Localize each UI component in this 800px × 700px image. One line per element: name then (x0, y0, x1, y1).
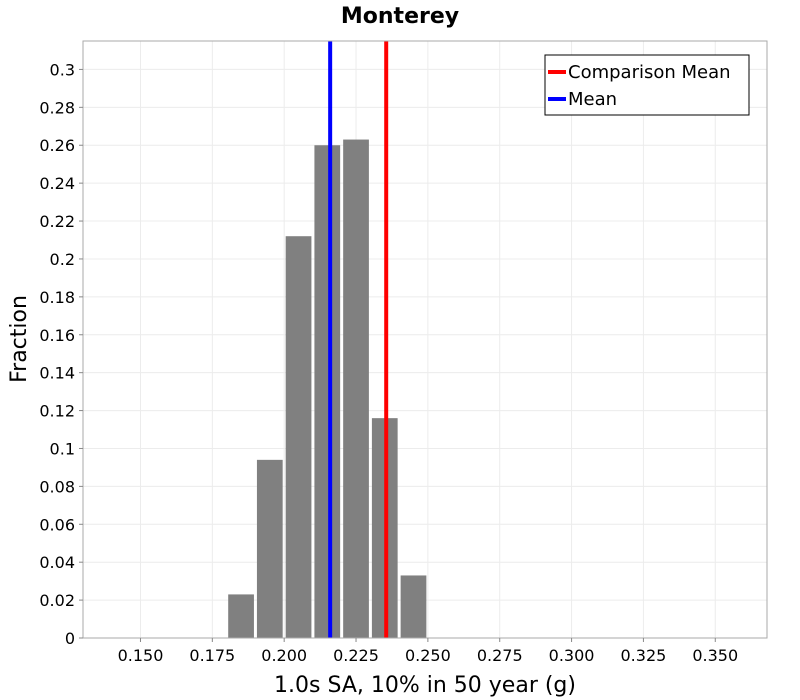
histogram-bar (285, 236, 312, 638)
y-tick-label: 0 (65, 629, 75, 648)
mean-lines (328, 41, 389, 638)
grid (83, 41, 767, 639)
y-tick-label: 0.04 (39, 553, 75, 572)
y-tick-label: 0.3 (50, 60, 75, 79)
plot-area (83, 41, 767, 638)
y-tick-label: 0.14 (39, 364, 75, 383)
x-tick-label: 0.175 (189, 646, 235, 665)
y-tick-label: 0.08 (39, 477, 75, 496)
histogram-bar (256, 459, 283, 638)
histogram-bar (400, 575, 427, 638)
histogram-bars (228, 139, 427, 639)
y-tick-label: 0.1 (50, 439, 75, 458)
histogram-bar (314, 145, 341, 638)
y-tick-label: 0.28 (39, 98, 75, 117)
x-tick-label: 0.325 (621, 646, 667, 665)
y-tick-label: 0.22 (39, 212, 75, 231)
legend-box (544, 54, 750, 116)
chart-title: Monterey (341, 4, 459, 29)
y-axis-label: Fraction (7, 295, 32, 383)
x-tick-label: 0.300 (549, 646, 595, 665)
y-tick-label: 0.24 (39, 174, 75, 193)
y-tick-label: 0.26 (39, 136, 75, 155)
y-tick-label: 0.12 (39, 402, 75, 421)
y-tick-label: 0.16 (39, 326, 75, 345)
x-tick-label: 0.350 (692, 646, 738, 665)
x-tick-label: 0.200 (261, 646, 307, 665)
y-tick-label: 0.18 (39, 288, 75, 307)
x-tick-label: 0.275 (477, 646, 523, 665)
histogram-bar (343, 139, 369, 639)
x-tick-label: 0.150 (118, 646, 164, 665)
y-tick-label: 0.02 (39, 591, 75, 610)
y-axis-ticks: 0 0.02 0.04 0.06 0.08 0.1 0.12 0.14 0.16 0.18 0.2 0… (39, 60, 83, 648)
x-tick-label: 0.250 (405, 646, 451, 665)
x-tick-label: 0.225 (333, 646, 379, 665)
legend-label-mean: Mean (568, 89, 617, 110)
legend-label-comparison-mean: Comparison Mean (568, 62, 731, 83)
plot-frame (82, 40, 768, 639)
legend: Comparison Mean Mean (544, 54, 750, 116)
x-axis-ticks: 0.150 0.175 0.200 0.225 0.250 0.275 0.300 0.325… (118, 638, 738, 665)
histogram-bar (228, 594, 254, 638)
y-tick-label: 0.06 (39, 515, 75, 534)
y-tick-label: 0.2 (50, 250, 75, 269)
x-axis-label: 1.0s SA, 10% in 50 year (g) (274, 673, 576, 698)
